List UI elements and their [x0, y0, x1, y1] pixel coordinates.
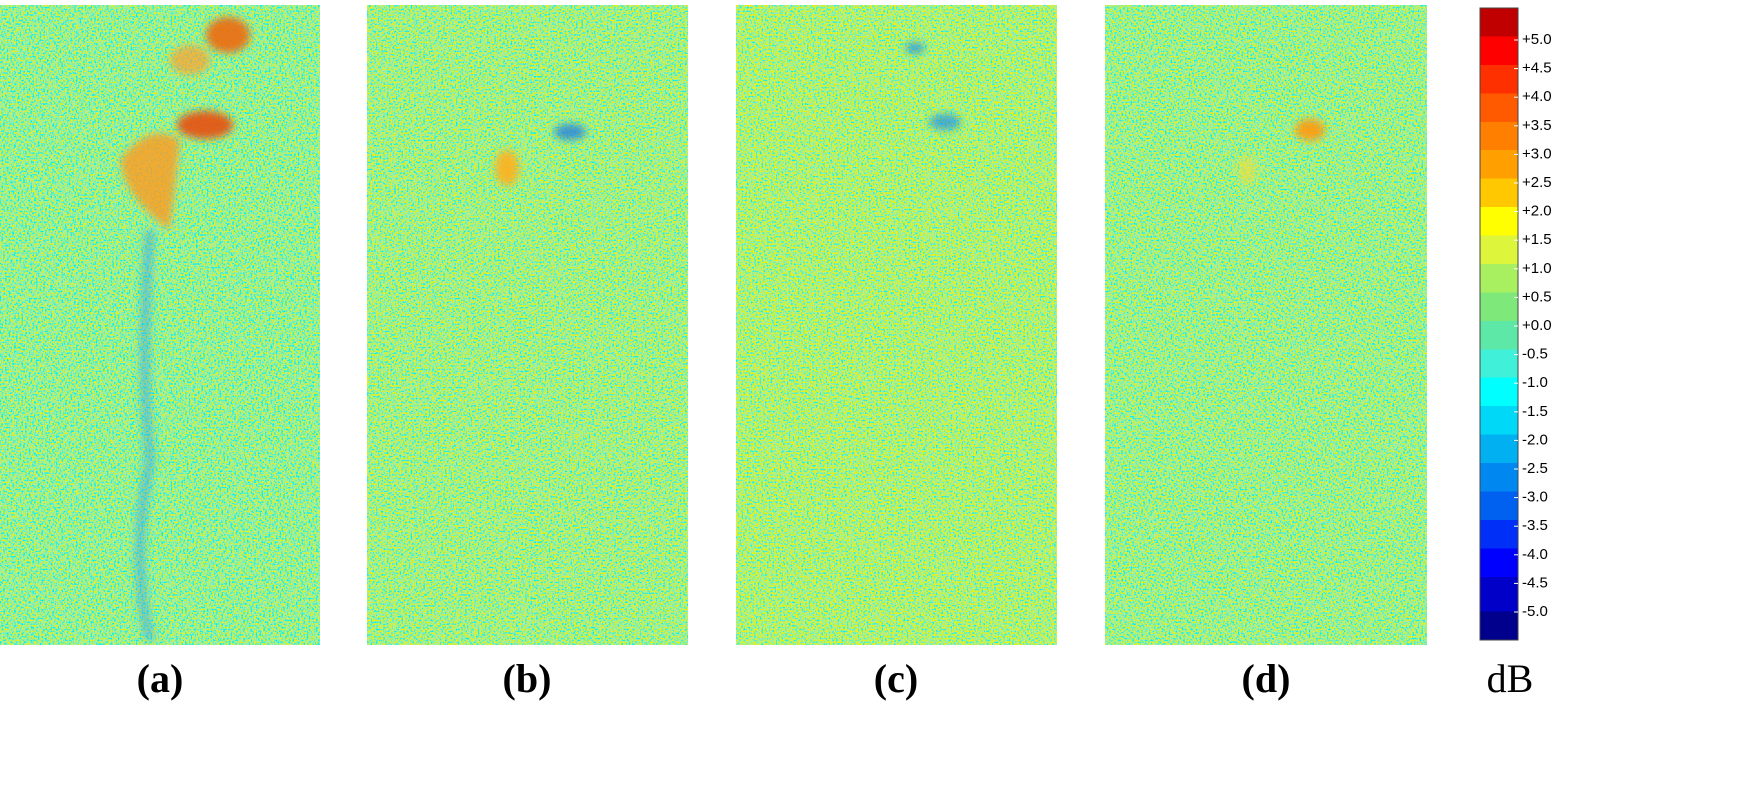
panel-label: (b) [503, 656, 552, 701]
panel-b [367, 5, 688, 645]
tick-label: +5.0 [1522, 31, 1552, 48]
hotspots [1238, 119, 1325, 184]
colorbar-unit: dB [1487, 656, 1534, 701]
tick-label: -0.5 [1522, 346, 1548, 363]
panel-c [736, 5, 1057, 645]
tick-label: -4.0 [1522, 546, 1548, 563]
tick-label: -2.5 [1522, 460, 1548, 477]
colorbar-ticks: +5.0 +4.5 +4.0 +3.5 +3.0 +2.5 +2.0 +1.5 +1.0 +0.5… [1514, 31, 1552, 620]
tick-label: +3.0 [1522, 145, 1552, 162]
tick-label: -1.0 [1522, 374, 1548, 391]
panel-label: (d) [1242, 656, 1291, 701]
hotspots [905, 42, 961, 130]
tick-label: +0.0 [1522, 317, 1552, 334]
panel-label: (a) [137, 656, 184, 701]
hotspots [495, 124, 586, 186]
tick-label: +2.0 [1522, 203, 1552, 220]
tick-label: -5.0 [1522, 603, 1548, 620]
tick-label: +1.5 [1522, 231, 1552, 248]
image [736, 5, 1057, 645]
tick-label: +4.5 [1522, 60, 1552, 77]
tick-label: +0.5 [1522, 288, 1552, 305]
hotspots [120, 17, 250, 642]
tick-label: -3.0 [1522, 489, 1548, 506]
tick-label: +4.0 [1522, 88, 1552, 105]
colorbar [1479, 7, 1519, 641]
image [0, 5, 320, 645]
panel-a [0, 5, 320, 645]
tick-label: +2.5 [1522, 174, 1552, 191]
panel-d [1105, 5, 1427, 645]
tick-label: -3.5 [1522, 517, 1548, 534]
panel-label: (c) [874, 656, 918, 701]
image [1105, 5, 1427, 645]
tick-label: -1.5 [1522, 403, 1548, 420]
image [367, 5, 688, 645]
tick-label: -2.0 [1522, 431, 1548, 448]
tick-label: -4.5 [1522, 574, 1548, 591]
tick-label: +3.5 [1522, 117, 1552, 134]
tick-label: +1.0 [1522, 260, 1552, 277]
